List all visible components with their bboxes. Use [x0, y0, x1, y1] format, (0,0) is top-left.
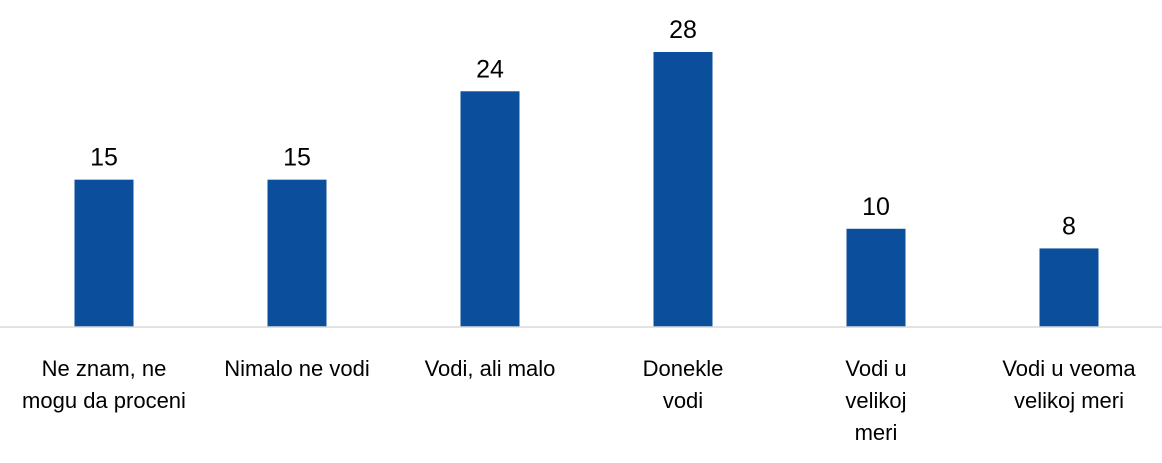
bar: [1039, 248, 1099, 327]
data-label: 24: [476, 55, 504, 83]
bar: [460, 91, 520, 328]
data-label: 8: [1062, 212, 1076, 240]
bar: [74, 179, 134, 327]
data-label: 10: [862, 193, 890, 221]
data-label: 15: [283, 144, 311, 172]
x-tick-label: Ne znam, ne mogu da proceni: [22, 356, 186, 413]
bar: [846, 228, 906, 327]
data-label: 28: [669, 16, 697, 44]
bar: [653, 52, 713, 327]
bar: [267, 179, 327, 327]
x-tick-label: Vodi u velikoj meri: [845, 356, 907, 445]
x-tick-label: Donekle vodi: [642, 356, 724, 413]
data-label: 15: [90, 144, 118, 172]
x-tick-label: Nimalo ne vodi: [224, 356, 370, 381]
x-tick-label: Vodi u veoma velikoj meri: [1002, 356, 1136, 413]
x-tick-label: Vodi, ali malo: [424, 356, 556, 381]
